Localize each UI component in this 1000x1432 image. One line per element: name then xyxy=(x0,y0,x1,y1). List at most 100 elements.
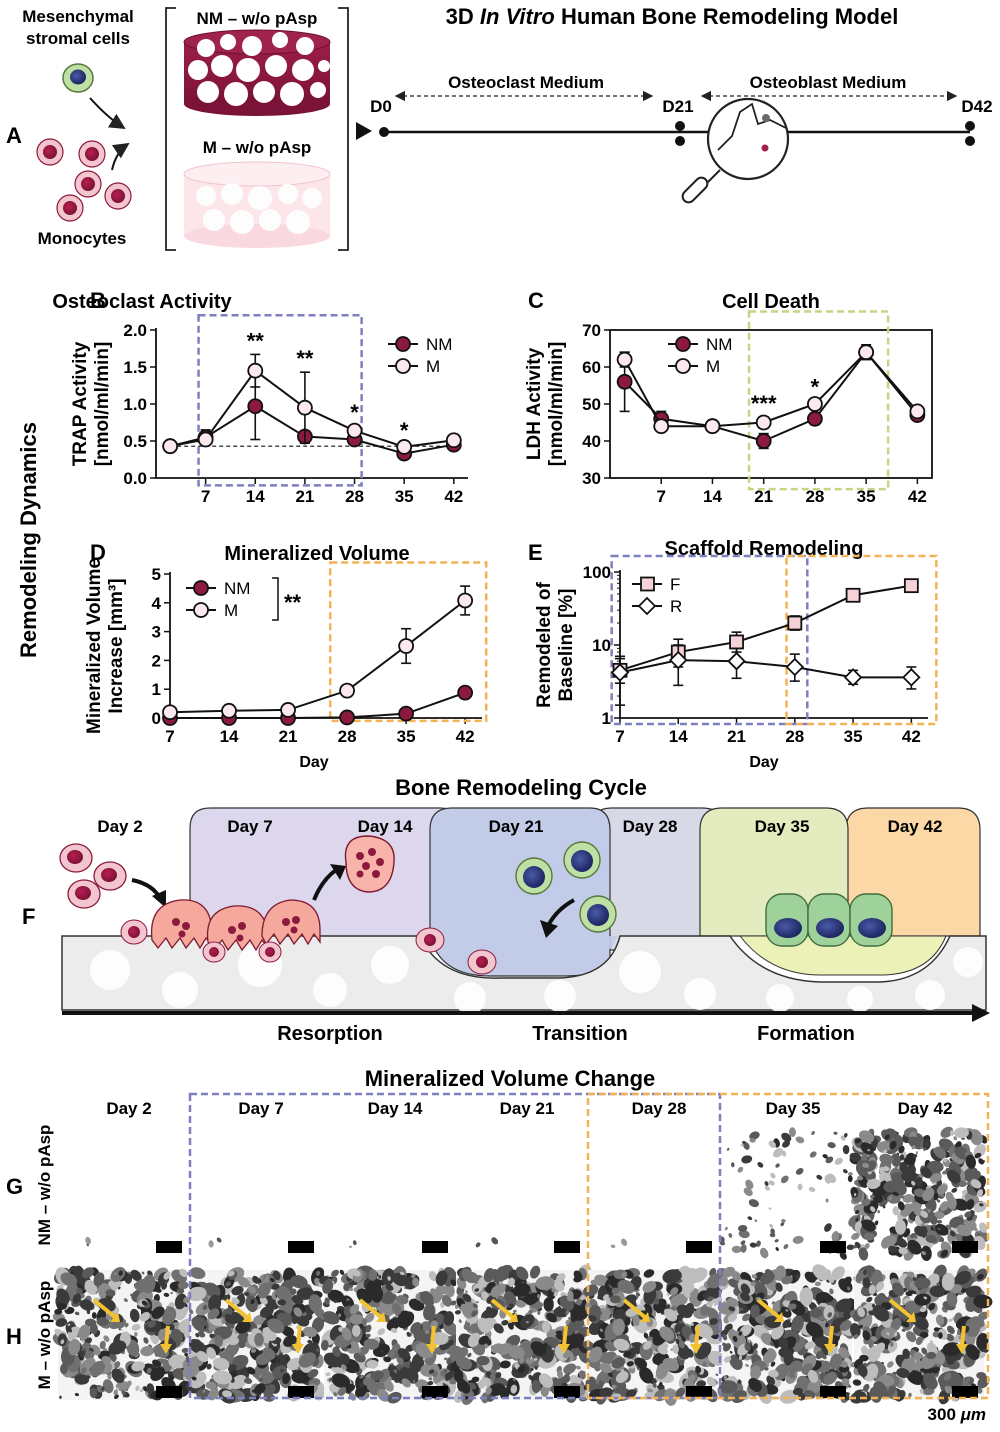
data-point-NM xyxy=(616,373,633,390)
yellow-arrowhead xyxy=(690,1344,702,1354)
mineral-particle xyxy=(96,1317,109,1326)
mineral-particle xyxy=(202,1349,206,1352)
mineral-particle xyxy=(739,1307,744,1312)
mineral-particle xyxy=(290,1275,308,1289)
mineral-particle xyxy=(488,1383,506,1397)
x-tick-label: 35 xyxy=(397,727,416,746)
mineral-particle xyxy=(599,1328,604,1333)
mineral-particle xyxy=(450,1300,457,1306)
mineral-particle xyxy=(965,1199,975,1210)
mineral-particle xyxy=(197,1331,206,1338)
mineral-particle xyxy=(531,1380,541,1393)
mineral-particle xyxy=(147,1320,156,1328)
mineral-particle xyxy=(910,1371,925,1383)
x-tick-label: 28 xyxy=(338,727,357,746)
yellow-arrowhead xyxy=(110,1312,120,1322)
tile-g-1 xyxy=(58,1126,188,1260)
mineral-particle xyxy=(792,1387,803,1396)
m-scaffold-label: M – w/o pAsp xyxy=(203,138,312,157)
mineral-particle xyxy=(831,1266,845,1281)
yellow-arrow xyxy=(296,1325,302,1347)
mineral-particle xyxy=(170,1292,174,1295)
mineral-particle xyxy=(833,1131,838,1135)
mineral-particle xyxy=(99,1340,106,1350)
mineral-particle xyxy=(853,1334,859,1339)
mineral-particle xyxy=(293,1307,303,1317)
mineral-particle xyxy=(729,1350,733,1354)
mineral-particle xyxy=(771,1325,784,1340)
mineral-particle xyxy=(852,1379,862,1386)
data-point-M xyxy=(858,344,875,361)
mineral-particle xyxy=(158,1328,167,1342)
mineral-particle xyxy=(216,1237,222,1243)
mineral-particle xyxy=(410,1322,422,1334)
mineral-particle xyxy=(611,1384,617,1389)
mineral-particle xyxy=(748,1377,762,1392)
mineral-particle xyxy=(892,1206,900,1216)
legend-marker xyxy=(193,580,209,596)
scale-bar xyxy=(820,1241,846,1253)
mineral-particle xyxy=(346,1298,350,1301)
mineral-particle xyxy=(81,1367,87,1374)
mineral-particle xyxy=(925,1234,937,1244)
mineral-particle xyxy=(483,1267,495,1283)
chart-title: Cell Death xyxy=(722,291,820,313)
data-point-NM xyxy=(457,684,474,701)
mineral-particle xyxy=(843,1132,848,1138)
mineral-particle xyxy=(744,1342,751,1352)
mineral-particle xyxy=(489,1373,496,1381)
mineral-particle xyxy=(886,1332,890,1336)
mineral-particle xyxy=(948,1318,953,1322)
mineral-particle xyxy=(901,1321,910,1328)
y-tick-label: 10 xyxy=(592,636,611,655)
mineral-particle xyxy=(888,1196,893,1201)
mineral-particle xyxy=(920,1210,929,1218)
mineral-particle xyxy=(710,1289,718,1296)
mineral-particle xyxy=(781,1275,793,1285)
mineral-particle xyxy=(269,1277,275,1283)
mineral-particle xyxy=(804,1341,815,1350)
mineral-particle xyxy=(901,1328,906,1332)
mineral-particle xyxy=(740,1292,751,1302)
mineral-particle xyxy=(874,1220,879,1226)
mineral-particle xyxy=(67,1323,71,1326)
mineral-particle xyxy=(338,1313,341,1318)
x-tick-label: 42 xyxy=(902,727,921,746)
msc-label-2: stromal cells xyxy=(26,29,130,48)
mineral-particle xyxy=(731,1389,747,1404)
mineral-particle xyxy=(212,1357,230,1371)
scale-bar xyxy=(686,1386,712,1398)
mineral-particle xyxy=(624,1317,631,1326)
mineral-particle xyxy=(481,1378,492,1387)
mineral-particle xyxy=(419,1291,435,1307)
mineral-particle xyxy=(472,1303,478,1309)
mineral-particle xyxy=(976,1332,989,1350)
mineral-particle xyxy=(400,1271,405,1276)
mineral-particle xyxy=(882,1149,888,1154)
mono-label: Monocytes xyxy=(38,229,127,248)
mineral-particle xyxy=(901,1170,918,1182)
data-point-M xyxy=(457,592,474,609)
y-tick-label: 60 xyxy=(582,358,601,377)
data-point-M xyxy=(396,439,413,455)
mineral-particle xyxy=(345,1317,351,1325)
highlight-box xyxy=(785,554,938,726)
m-scaffold xyxy=(183,161,331,248)
mineral-particle xyxy=(764,1181,769,1187)
legend-label: NM xyxy=(426,335,452,354)
mineral-particle xyxy=(230,1374,247,1390)
mineral-particle xyxy=(79,1350,86,1358)
tile-bg xyxy=(190,1126,320,1260)
legend-marker xyxy=(637,596,657,616)
mineral-particle xyxy=(785,1309,789,1312)
mineral-particle xyxy=(946,1291,958,1307)
mineral-particle xyxy=(471,1310,478,1317)
mineral-particle xyxy=(599,1387,613,1398)
mineral-particle xyxy=(939,1201,949,1212)
mineral-particle xyxy=(625,1389,637,1398)
data-point-M xyxy=(909,403,926,420)
mineral-particle xyxy=(863,1232,875,1241)
mineral-particle xyxy=(553,1279,565,1292)
mineral-particle xyxy=(979,1203,984,1207)
mineral-particle xyxy=(349,1314,364,1325)
